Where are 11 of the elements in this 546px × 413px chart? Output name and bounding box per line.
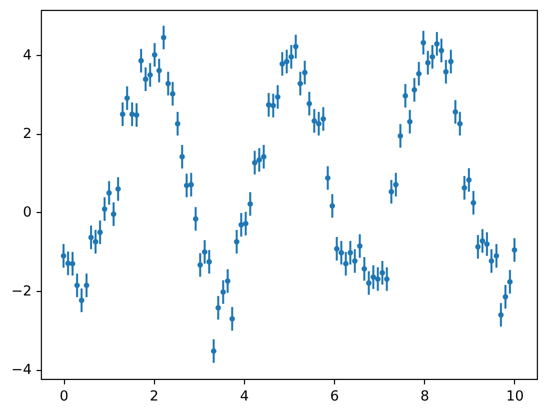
y-tick-label: 2 <box>22 126 32 142</box>
x-tick-label: 2 <box>150 388 159 404</box>
y-tick-label: −4 <box>11 362 32 378</box>
x-tick-label: 4 <box>240 388 249 404</box>
x-tick-label: 6 <box>330 388 340 404</box>
x-tick-label: 8 <box>420 388 430 404</box>
y-tick-label: −2 <box>11 283 32 300</box>
y-tick-label: 4 <box>22 47 32 64</box>
x-tick-label: 10 <box>506 388 524 404</box>
x-tick-label: 0 <box>60 388 68 404</box>
y-tick-label: 0 <box>22 204 32 221</box>
